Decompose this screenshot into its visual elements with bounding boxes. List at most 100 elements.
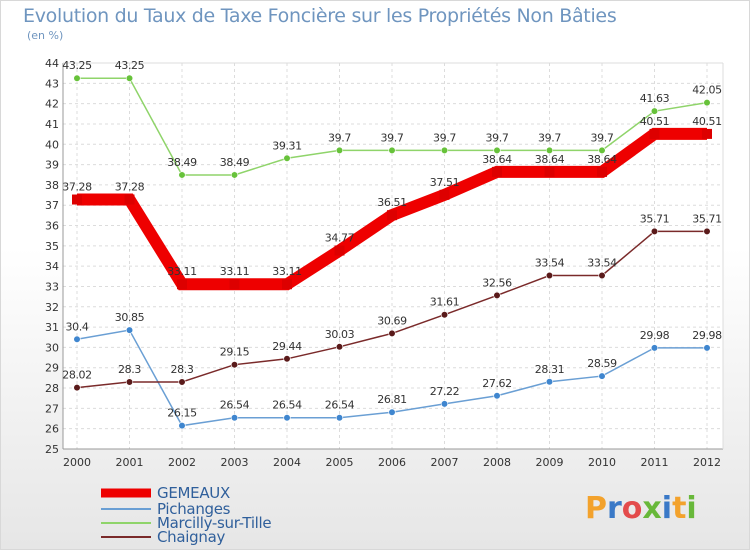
- legend-swatch-pichanges: [101, 508, 151, 510]
- data-point-pichanges: [388, 408, 396, 416]
- legend-swatch-marcilly: [101, 522, 151, 524]
- data-point-gemeaux: [177, 279, 187, 290]
- y-tick-label: 31: [45, 321, 59, 334]
- y-tick-label: 39: [45, 159, 59, 172]
- data-label-gemeaux: 38.64: [587, 153, 617, 166]
- chart-title: Evolution du Taux de Taxe Foncière sur l…: [23, 5, 617, 27]
- data-point-pichanges: [703, 344, 711, 352]
- x-tick-label: 2010: [588, 456, 616, 469]
- data-point-marcilly-sur-tille: [178, 171, 186, 179]
- data-label-chaignay: 30.03: [325, 328, 355, 341]
- data-label-marcilly-sur-tille: 39.7: [591, 131, 614, 144]
- data-label-chaignay: 28.3: [118, 363, 141, 376]
- data-point-chaignay: [598, 271, 606, 280]
- data-label-chaignay: 29.15: [220, 346, 250, 359]
- proxiti-logo: Proxiti: [585, 491, 697, 526]
- data-label-pichanges: 28.31: [535, 363, 565, 376]
- logo-letter: i: [661, 491, 673, 526]
- y-tick-label: 30: [45, 341, 59, 354]
- y-tick-label: 27: [45, 402, 59, 415]
- data-point-gemeaux: [702, 128, 712, 139]
- data-point-chaignay: [440, 311, 449, 319]
- data-point-gemeaux: [72, 194, 82, 205]
- x-tick-label: 2012: [693, 456, 721, 469]
- data-label-marcilly-sur-tille: 43.25: [62, 59, 92, 72]
- data-point-pichanges: [230, 414, 239, 422]
- data-label-chaignay: 30.69: [377, 314, 407, 327]
- logo-letter: i: [686, 491, 697, 526]
- plot-area: [63, 63, 723, 449]
- legend-label-gemeaux: GEMEAUX: [157, 484, 230, 502]
- legend-item-pichanges[interactable]: Pichanges: [101, 500, 231, 518]
- data-point-chaignay: [335, 343, 344, 351]
- logo-letter: P: [585, 491, 607, 526]
- data-label-chaignay: 31.61: [430, 296, 460, 309]
- data-label-pichanges: 26.15: [167, 407, 197, 420]
- legend-label-pichanges: Pichanges: [157, 500, 231, 518]
- x-tick-label: 2008: [483, 456, 511, 469]
- data-label-pichanges: 27.22: [430, 385, 460, 398]
- x-tick-label: 2007: [431, 456, 459, 469]
- data-point-chaignay: [493, 291, 501, 300]
- data-point-gemeaux: [439, 189, 450, 200]
- data-point-gemeaux: [649, 128, 660, 139]
- y-tick-label: 26: [45, 423, 59, 436]
- data-label-pichanges: 29.98: [640, 329, 670, 342]
- data-point-gemeaux: [334, 245, 345, 256]
- data-point-marcilly-sur-tille: [703, 99, 711, 107]
- y-tick-label: 25: [45, 443, 59, 456]
- data-point-chaignay: [73, 384, 81, 392]
- data-point-pichanges: [493, 392, 501, 400]
- data-point-pichanges: [178, 422, 186, 430]
- data-point-gemeaux: [597, 166, 607, 177]
- data-label-chaignay: 28.3: [171, 363, 194, 376]
- data-point-chaignay: [230, 361, 239, 369]
- y-tick-label: 42: [45, 98, 59, 111]
- data-label-marcilly-sur-tille: 39.7: [433, 131, 456, 144]
- x-tick-label: 2004: [273, 456, 301, 469]
- data-label-marcilly-sur-tille: 38.49: [220, 156, 250, 169]
- data-label-pichanges: 26.81: [377, 393, 407, 406]
- legend-label-marcilly: Marcilly-sur-Tille: [157, 514, 272, 532]
- legend-item-marcilly[interactable]: Marcilly-sur-Tille: [101, 514, 272, 532]
- data-point-gemeaux: [544, 166, 555, 177]
- y-tick-label: 28: [45, 382, 59, 395]
- legend-item-gemeaux[interactable]: GEMEAUX: [101, 484, 230, 502]
- data-label-chaignay: 33.54: [535, 257, 565, 270]
- data-point-pichanges: [598, 372, 606, 380]
- data-point-gemeaux: [492, 166, 502, 177]
- data-point-pichanges: [440, 400, 449, 408]
- data-label-chaignay: 32.56: [482, 276, 512, 289]
- data-label-marcilly-sur-tille: 39.7: [381, 131, 404, 144]
- data-point-pichanges: [650, 344, 659, 352]
- legend-swatch-chaignay: [101, 536, 151, 538]
- data-label-gemeaux: 37.28: [62, 181, 92, 194]
- legend-item-chaignay[interactable]: Chaignay: [101, 528, 225, 546]
- data-label-pichanges: 29.98: [692, 329, 722, 342]
- y-tick-label: 34: [45, 260, 59, 273]
- y-tick-label: 33: [45, 280, 59, 293]
- logo-letter: r: [607, 491, 622, 526]
- x-tick-label: 2001: [116, 456, 144, 469]
- data-point-marcilly-sur-tille: [440, 146, 449, 154]
- data-point-pichanges: [125, 326, 134, 334]
- chart-subtitle: (en %): [27, 29, 64, 42]
- data-point-chaignay: [388, 329, 396, 338]
- data-label-gemeaux: 36.51: [377, 196, 407, 209]
- data-point-chaignay: [125, 378, 134, 386]
- logo-letter: x: [642, 491, 662, 526]
- data-point-marcilly-sur-tille: [335, 146, 344, 154]
- x-tick-label: 2005: [326, 456, 354, 469]
- data-label-marcilly-sur-tille: 39.7: [486, 131, 509, 144]
- data-point-marcilly-sur-tille: [230, 171, 239, 179]
- data-label-marcilly-sur-tille: 41.63: [640, 92, 670, 105]
- data-label-pichanges: 26.54: [220, 399, 250, 412]
- data-point-gemeaux: [282, 279, 292, 290]
- data-label-gemeaux: 37.28: [115, 181, 145, 194]
- x-tick-label: 2009: [536, 456, 564, 469]
- data-label-chaignay: 35.71: [692, 212, 722, 225]
- data-point-chaignay: [545, 271, 554, 280]
- y-tick-label: 29: [45, 362, 59, 375]
